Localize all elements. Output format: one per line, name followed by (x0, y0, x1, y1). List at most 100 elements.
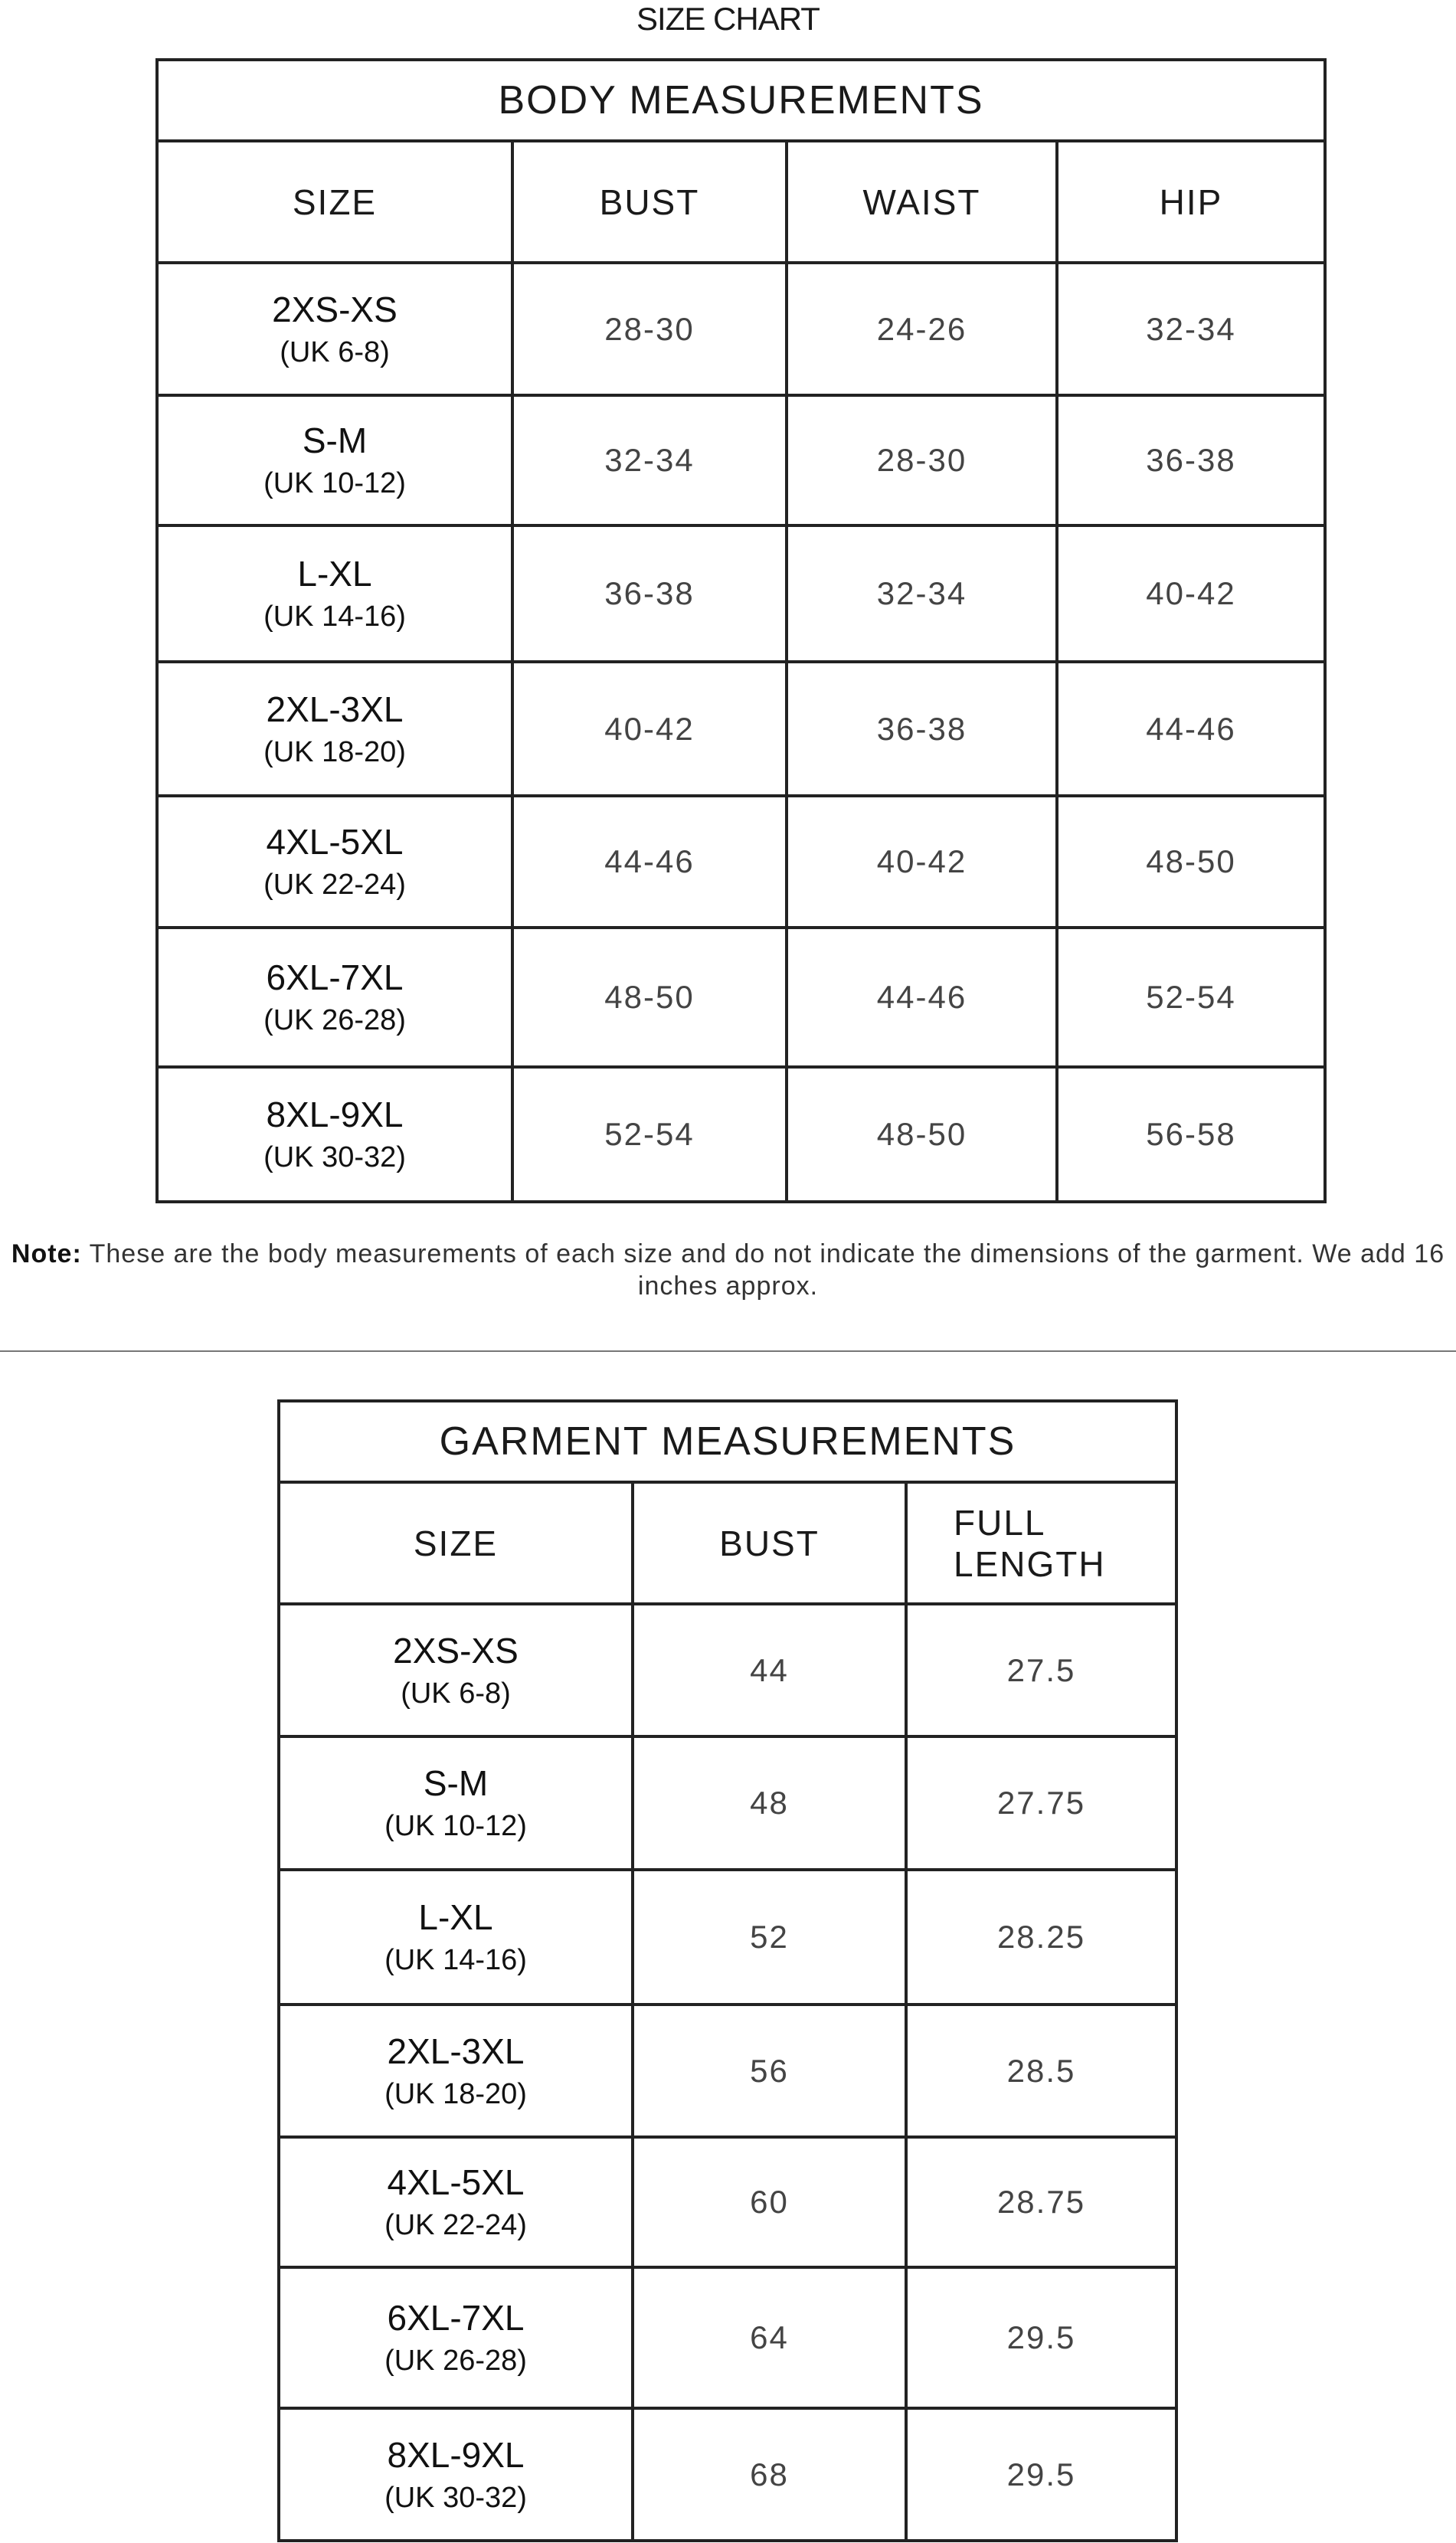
table-row: 2XS-XS (UK 6-8) 44 27.5 (277, 1602, 1179, 1738)
measurement-cell: 52-54 (1055, 926, 1327, 1069)
uk-size-label: (UK 6-8) (401, 1677, 511, 1710)
size-label: 8XL-9XL (387, 2434, 525, 2475)
measurement-cell: 32-34 (1055, 261, 1327, 397)
measurement-cell: 48-50 (511, 926, 788, 1069)
size-label: S-M (423, 1763, 489, 1803)
size-cell: 2XS-XS (UK 6-8) (277, 1602, 634, 1738)
uk-size-label: (UK 26-28) (263, 1004, 406, 1036)
uk-size-label: (UK 6-8) (280, 335, 390, 368)
uk-size-label: (UK 10-12) (384, 1810, 527, 1842)
table-row: 6XL-7XL (UK 26-28) 48-50 44-46 52-54 (155, 926, 1327, 1069)
size-cell: 2XL-3XL (UK 18-20) (277, 2003, 634, 2139)
measurement-cell: 44-46 (1055, 660, 1327, 797)
measurement-cell: 28.75 (904, 2136, 1179, 2269)
measurement-cell: 56-58 (1055, 1065, 1327, 1203)
size-label: S-M (302, 421, 368, 460)
uk-size-label: (UK 18-20) (384, 2077, 527, 2110)
table-row: 2XL-3XL (UK 18-20) 40-42 36-38 44-46 (155, 660, 1327, 797)
uk-size-label: (UK 30-32) (263, 1141, 406, 1173)
size-label: 8XL-9XL (266, 1095, 404, 1134)
note-text: These are the body measurements of each … (81, 1239, 1445, 1301)
uk-size-label: (UK 30-32) (384, 2481, 527, 2514)
page-title: SIZE CHART (636, 1, 820, 37)
note: Note: These are the body measurements of… (0, 1238, 1456, 1302)
measurement-cell: 60 (631, 2136, 908, 2269)
table-row: 2XL-3XL (UK 18-20) 56 28.5 (277, 2003, 1179, 2139)
measurement-cell: 44 (631, 1602, 908, 1738)
measurement-cell: 48-50 (785, 1065, 1058, 1203)
divider (0, 1350, 1456, 1352)
column-header: WAIST (785, 139, 1058, 264)
size-cell: S-M (UK 10-12) (155, 394, 514, 527)
uk-size-label: (UK 14-16) (263, 601, 406, 633)
column-header: SIZE (155, 139, 514, 264)
size-label: 2XL-3XL (387, 2031, 525, 2071)
size-label: 4XL-5XL (387, 2162, 525, 2202)
measurement-cell: 44-46 (785, 926, 1058, 1069)
size-label: L-XL (297, 554, 372, 594)
table-row: 4XL-5XL (UK 22-24) 60 28.75 (277, 2136, 1179, 2269)
table-title: GARMENT MEASUREMENTS (276, 1399, 1179, 1484)
uk-size-label: (UK 26-28) (384, 2345, 527, 2377)
uk-size-label: (UK 10-12) (263, 467, 406, 499)
measurement-cell: 29.5 (904, 2266, 1179, 2410)
size-label: 6XL-7XL (266, 957, 404, 997)
measurement-cell: 36-38 (785, 660, 1058, 797)
table-row: S-M (UK 10-12) 32-34 28-30 36-38 (155, 394, 1327, 527)
table-row: 8XL-9XL (UK 30-32) 68 29.5 (277, 2407, 1179, 2542)
measurement-cell: 28.25 (904, 1868, 1179, 2006)
measurement-cell: 48-50 (1055, 794, 1327, 929)
table-row: L-XL (UK 14-16) 36-38 32-34 40-42 (155, 524, 1327, 663)
uk-size-label: (UK 22-24) (263, 869, 406, 901)
size-label: 4XL-5XL (266, 822, 404, 862)
size-cell: L-XL (UK 14-16) (155, 524, 514, 663)
column-header: SIZE (277, 1481, 634, 1605)
column-header: FULL LENGTH (904, 1481, 1179, 1605)
measurement-cell: 40-42 (785, 794, 1058, 929)
size-label: L-XL (418, 1897, 493, 1937)
size-cell: 4XL-5XL (UK 22-24) (277, 2136, 634, 2269)
measurement-cell: 68 (631, 2407, 908, 2542)
measurement-cell: 32-34 (785, 524, 1058, 663)
measurement-cell: 56 (631, 2003, 908, 2139)
size-cell: 2XS-XS (UK 6-8) (155, 261, 514, 397)
measurement-cell: 64 (631, 2266, 908, 2410)
measurement-cell: 48 (631, 1735, 908, 1871)
table-row: 8XL-9XL (UK 30-32) 52-54 48-50 56-58 (155, 1065, 1327, 1203)
size-cell: 6XL-7XL (UK 26-28) (277, 2266, 634, 2410)
measurement-cell: 27.5 (904, 1602, 1179, 1738)
measurement-cell: 36-38 (511, 524, 788, 663)
table-row: 2XS-XS (UK 6-8) 28-30 24-26 32-34 (155, 261, 1327, 397)
measurement-cell: 29.5 (904, 2407, 1179, 2542)
size-label: 6XL-7XL (387, 2298, 525, 2338)
size-label: 2XS-XS (272, 289, 398, 329)
table-title: BODY MEASUREMENTS (155, 58, 1327, 142)
table-row: 4XL-5XL (UK 22-24) 44-46 40-42 48-50 (155, 794, 1327, 929)
table-row: S-M (UK 10-12) 48 27.75 (277, 1735, 1179, 1871)
uk-size-label: (UK 22-24) (384, 2209, 527, 2241)
measurement-cell: 40-42 (1055, 524, 1327, 663)
size-label: 2XL-3XL (266, 689, 404, 729)
uk-size-label: (UK 18-20) (263, 735, 406, 768)
size-cell: 2XL-3XL (UK 18-20) (155, 660, 514, 797)
size-cell: 8XL-9XL (UK 30-32) (277, 2407, 634, 2542)
measurement-cell: 52-54 (511, 1065, 788, 1203)
size-cell: L-XL (UK 14-16) (277, 1868, 634, 2006)
size-cell: 4XL-5XL (UK 22-24) (155, 794, 514, 929)
table-row: L-XL (UK 14-16) 52 28.25 (277, 1868, 1179, 2006)
note-label: Note: (11, 1239, 82, 1268)
measurement-cell: 36-38 (1055, 394, 1327, 527)
size-cell: 8XL-9XL (UK 30-32) (155, 1065, 514, 1203)
uk-size-label: (UK 14-16) (384, 1944, 527, 1976)
size-cell: 6XL-7XL (UK 26-28) (155, 926, 514, 1069)
body-measurements-table: BODY MEASUREMENTS SIZE BUST WAIST HIP 2XS-X… (155, 58, 1327, 1203)
measurement-cell: 28-30 (785, 394, 1058, 527)
column-header: BUST (511, 139, 788, 264)
measurement-cell: 44-46 (511, 794, 788, 929)
column-header: BUST (631, 1481, 908, 1605)
measurement-cell: 32-34 (511, 394, 788, 527)
measurement-cell: 28.5 (904, 2003, 1179, 2139)
garment-measurements-table: GARMENT MEASUREMENTS SIZE BUST FULL LENGTH… (276, 1399, 1179, 2542)
measurement-cell: 28-30 (511, 261, 788, 397)
size-cell: S-M (UK 10-12) (277, 1735, 634, 1871)
